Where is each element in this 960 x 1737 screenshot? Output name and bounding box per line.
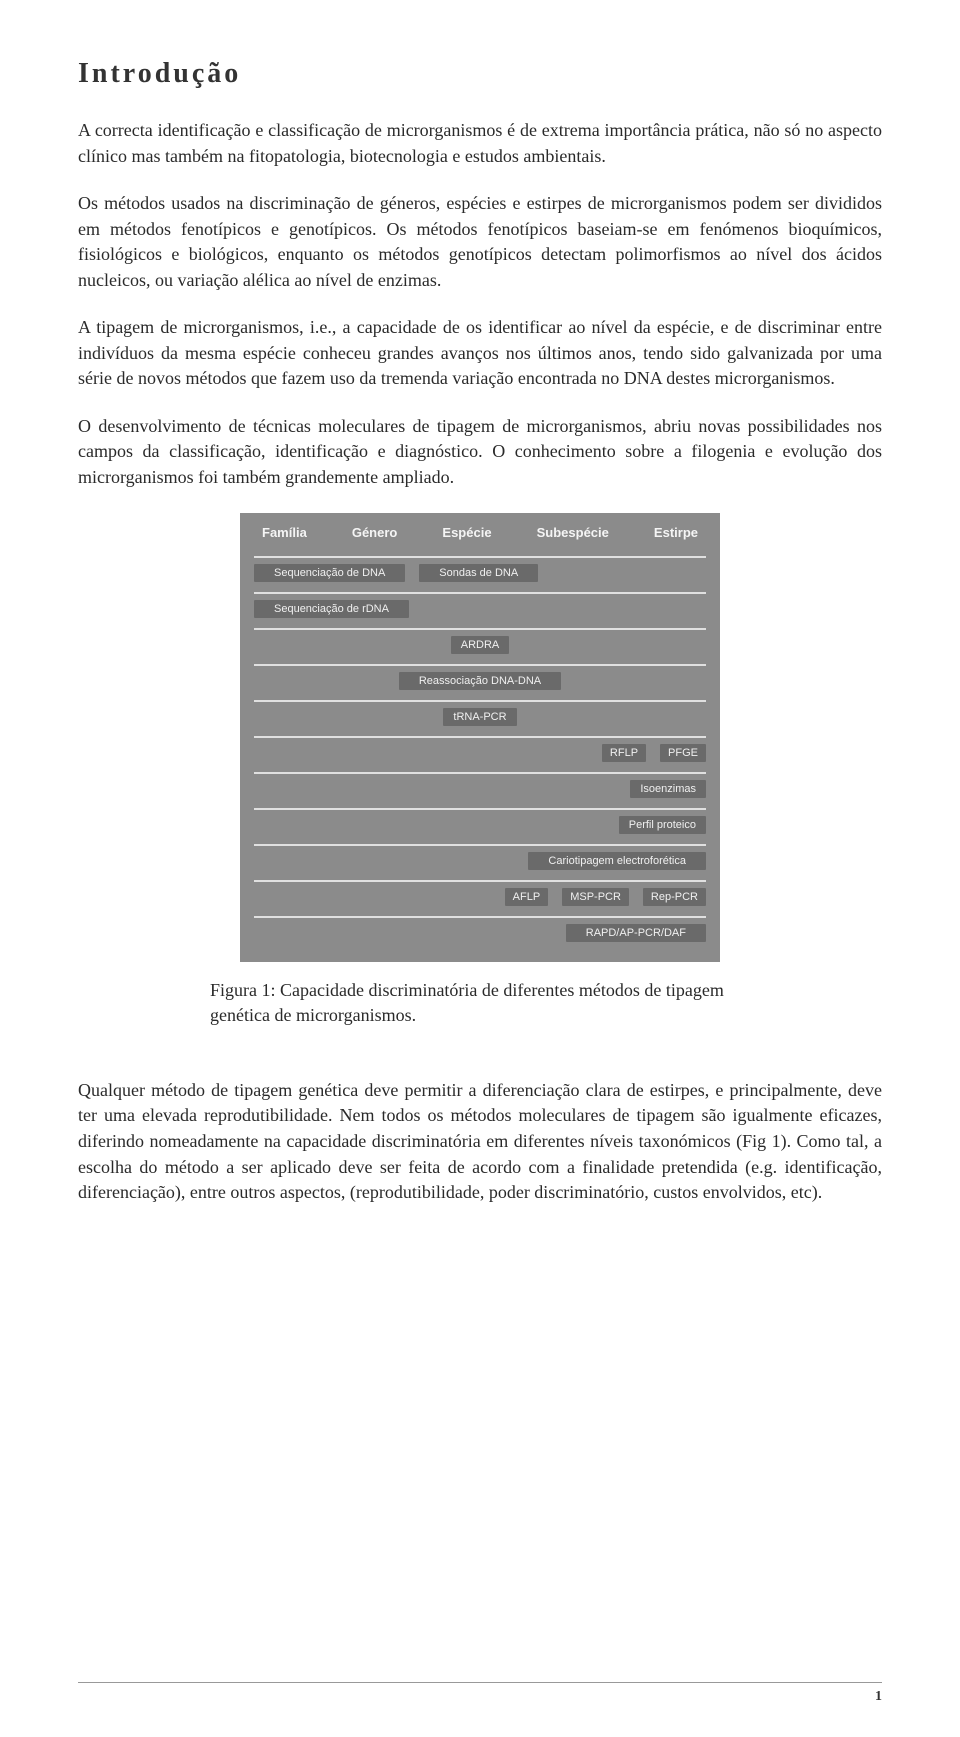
chart-bar: Rep-PCR bbox=[643, 888, 706, 906]
chart-bar: tRNA-PCR bbox=[443, 708, 516, 726]
page-number: 1 bbox=[875, 1689, 882, 1705]
paragraph-2: Os métodos usados na discriminação de gé… bbox=[78, 191, 882, 293]
chart-bar: Sondas de DNA bbox=[419, 564, 538, 582]
chart-row: RAPD/AP-PCR/DAF bbox=[254, 916, 706, 948]
chart-row: tRNA-PCR bbox=[254, 700, 706, 732]
paragraph-4: O desenvolvimento de técnicas moleculare… bbox=[78, 414, 882, 491]
chart-bar: RAPD/AP-PCR/DAF bbox=[566, 924, 706, 942]
figure-1: Família Género Espécie Subespécie Estirp… bbox=[78, 513, 882, 1028]
chart-row: RFLP PFGE bbox=[254, 736, 706, 768]
paragraph-5: Qualquer método de tipagem genética deve… bbox=[78, 1078, 882, 1206]
chart-bar: PFGE bbox=[660, 744, 706, 762]
chart-bar: Cariotipagem electroforética bbox=[528, 852, 706, 870]
chart-row: Cariotipagem electroforética bbox=[254, 844, 706, 876]
chart-header-label: Estirpe bbox=[654, 525, 698, 540]
page-footer: 1 bbox=[78, 1682, 882, 1705]
chart-row: Sequenciação de DNA Sondas de DNA bbox=[254, 556, 706, 588]
chart-row: ARDRA bbox=[254, 628, 706, 660]
chart-bar: RFLP bbox=[602, 744, 646, 762]
chart-bar: Sequenciação de DNA bbox=[254, 564, 405, 582]
chart-header-label: Género bbox=[352, 525, 398, 540]
figure-caption: Figura 1: Capacidade discriminatória de … bbox=[210, 978, 750, 1028]
chart-row: Reassociação DNA-DNA bbox=[254, 664, 706, 696]
chart-bar: AFLP bbox=[505, 888, 549, 906]
chart-bar: Sequenciação de rDNA bbox=[254, 600, 409, 618]
chart-bar: ARDRA bbox=[451, 636, 510, 654]
figure-chart: Família Género Espécie Subespécie Estirp… bbox=[240, 513, 720, 962]
chart-row: AFLP MSP-PCR Rep-PCR bbox=[254, 880, 706, 912]
chart-body: Sequenciação de DNA Sondas de DNA Sequen… bbox=[254, 548, 706, 948]
chart-bar: MSP-PCR bbox=[562, 888, 629, 906]
page-title: Introdução bbox=[78, 58, 882, 90]
chart-header-label: Família bbox=[262, 525, 307, 540]
paragraph-3: A tipagem de microrganismos, i.e., a cap… bbox=[78, 315, 882, 392]
chart-header-row: Família Género Espécie Subespécie Estirp… bbox=[254, 523, 706, 548]
chart-header-label: Subespécie bbox=[537, 525, 609, 540]
paragraph-1: A correcta identificação e classificação… bbox=[78, 118, 882, 169]
chart-row: Isoenzimas bbox=[254, 772, 706, 804]
chart-row: Perfil proteico bbox=[254, 808, 706, 840]
chart-row: Sequenciação de rDNA bbox=[254, 592, 706, 624]
chart-header-label: Espécie bbox=[442, 525, 491, 540]
chart-bar: Reassociação DNA-DNA bbox=[399, 672, 561, 690]
chart-bar: Perfil proteico bbox=[619, 816, 706, 834]
page-container: Introdução A correcta identificação e cl… bbox=[0, 0, 960, 1737]
chart-bar: Isoenzimas bbox=[630, 780, 706, 798]
